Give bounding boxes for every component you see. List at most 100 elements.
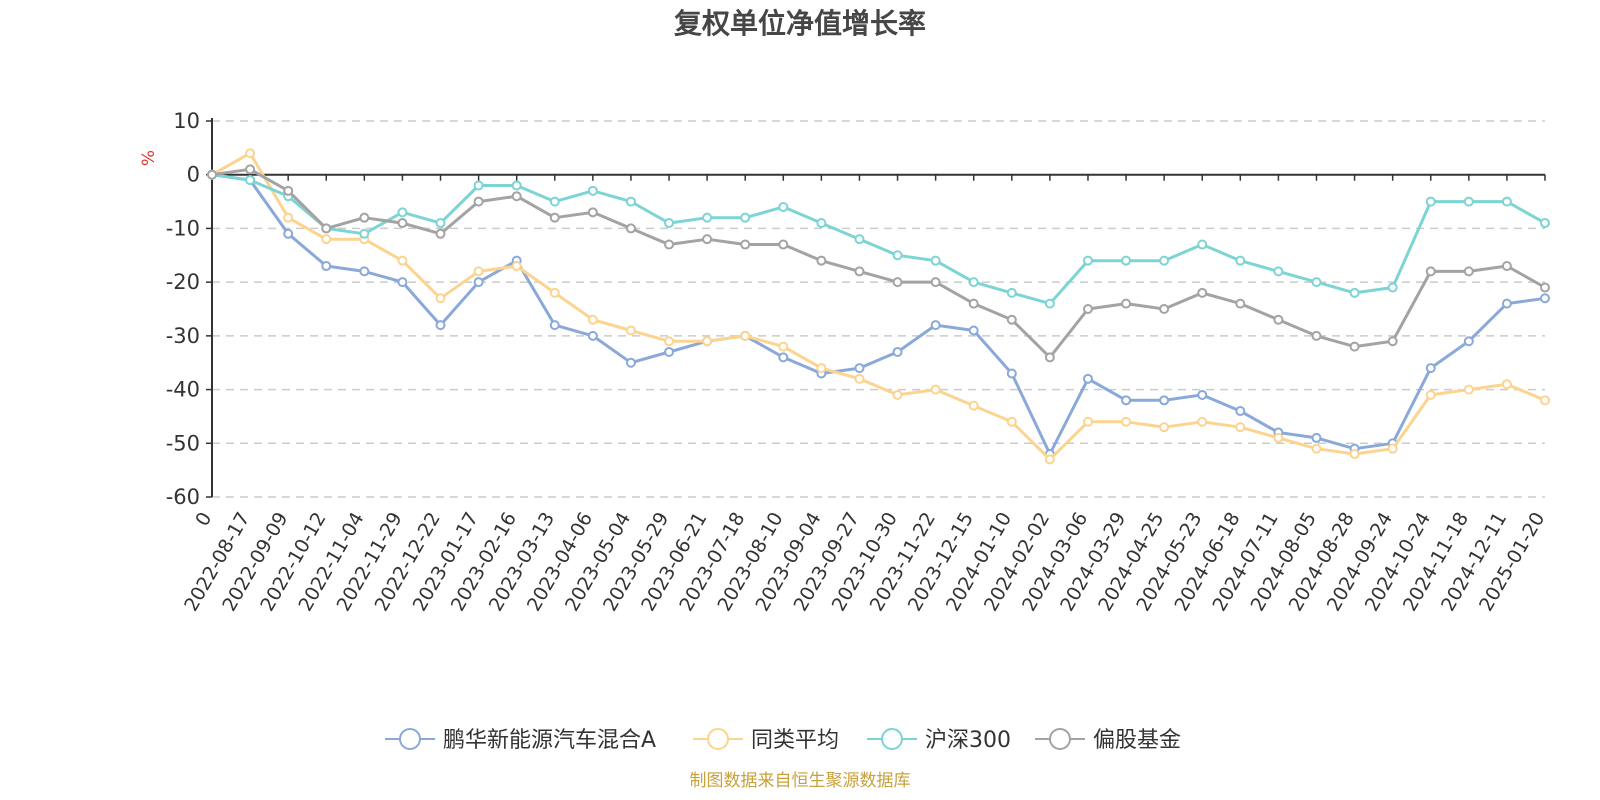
legend[interactable]: 鹏华新能源汽车混合A 同类平均 沪深300 偏股基金: [385, 728, 1181, 753]
data-point: [854, 234, 865, 245]
data-point: [778, 201, 789, 212]
chart-title: 复权单位净值增长率: [673, 7, 926, 40]
data-point: [435, 218, 446, 229]
data-point: [1311, 432, 1322, 443]
y-tick-labels: 10 0 -10 -20 -30 -40 -50 -60: [166, 109, 200, 509]
series-1: [207, 148, 1550, 465]
data-point: [740, 330, 751, 341]
y-tick-label: 10: [173, 109, 200, 133]
data-point: [892, 250, 903, 261]
data-point: [968, 325, 979, 336]
data-point: [854, 363, 865, 374]
data-point: [664, 346, 675, 357]
data-point: [1387, 282, 1398, 293]
data-point: [1463, 384, 1474, 395]
data-point: [283, 228, 294, 239]
x-tick-label: 0: [191, 509, 216, 530]
series-line: [211, 173, 1546, 306]
data-point: [1311, 277, 1322, 288]
data-point: [664, 218, 675, 229]
data-point: [321, 234, 332, 245]
data-point: [778, 352, 789, 363]
data-point: [625, 357, 636, 368]
data-point: [549, 287, 560, 298]
legend-marker: [881, 728, 903, 750]
data-point: [511, 191, 522, 202]
data-point: [435, 293, 446, 304]
data-point: [1159, 395, 1170, 406]
y-tick-label: -20: [166, 270, 200, 294]
data-point: [892, 389, 903, 400]
data-point: [1006, 314, 1017, 325]
data-point: [625, 325, 636, 336]
legend-item[interactable]: 偏股基金: [1035, 728, 1181, 753]
y-tick-label: -50: [166, 431, 200, 455]
data-point: [930, 255, 941, 266]
data-point: [1159, 304, 1170, 314]
legend-item[interactable]: 沪深300: [867, 728, 1011, 753]
data-point: [397, 207, 408, 218]
data-point: [968, 298, 979, 309]
data-point: [1235, 298, 1246, 309]
data-point: [1121, 416, 1132, 427]
data-point: [1387, 443, 1398, 454]
data-point: [207, 169, 217, 180]
data-point: [1159, 422, 1170, 433]
series-3: [207, 164, 1550, 363]
data-point: [473, 277, 484, 288]
data-point: [473, 196, 484, 207]
data-point: [778, 239, 789, 250]
data-point: [397, 218, 408, 229]
data-point: [587, 185, 598, 196]
data-point: [702, 212, 713, 223]
data-point: [1463, 336, 1474, 347]
data-point: [1425, 389, 1436, 400]
data-point: [854, 373, 865, 384]
data-point: [1463, 196, 1474, 207]
data-point: [1540, 395, 1550, 406]
series-lines: [207, 148, 1550, 465]
data-point: [511, 180, 522, 191]
data-point: [1501, 261, 1512, 272]
data-point: [816, 255, 827, 266]
data-point: [740, 212, 751, 223]
data-point: [1387, 336, 1398, 347]
legend-item[interactable]: 同类平均: [693, 728, 839, 753]
data-point: [740, 239, 751, 250]
data-point: [397, 255, 408, 266]
legend-item[interactable]: 鹏华新能源汽车混合A: [385, 728, 656, 753]
data-point: [435, 320, 446, 331]
data-point: [1197, 239, 1208, 250]
data-point: [1273, 314, 1284, 325]
data-point: [587, 207, 598, 218]
data-point: [1121, 255, 1132, 266]
data-point: [321, 223, 332, 234]
data-point: [283, 212, 294, 223]
series-2: [207, 169, 1550, 309]
data-point: [664, 336, 675, 347]
data-point: [702, 336, 713, 347]
data-point: [1349, 449, 1360, 460]
grid-lines: [212, 120, 1545, 498]
data-point: [1540, 293, 1550, 304]
data-point: [930, 277, 941, 288]
series-line: [211, 173, 1546, 456]
x-tick-labels: 02022-08-172022-09-092022-10-122022-11-0…: [180, 508, 1549, 615]
series-line: [211, 167, 1546, 359]
legend-marker: [707, 728, 729, 750]
data-point: [1044, 454, 1055, 465]
series-line: [211, 151, 1546, 461]
data-point: [245, 164, 256, 175]
data-point: [359, 228, 370, 239]
data-point: [1273, 266, 1284, 277]
data-point: [1006, 287, 1017, 298]
data-point: [1349, 287, 1360, 298]
legend-marker: [399, 728, 421, 750]
data-point: [1082, 255, 1093, 266]
axes: [206, 118, 1546, 498]
data-point: [1501, 196, 1512, 207]
data-point: [1006, 368, 1017, 379]
data-point: [245, 148, 256, 159]
data-point: [1082, 416, 1093, 427]
data-point: [1006, 416, 1017, 427]
